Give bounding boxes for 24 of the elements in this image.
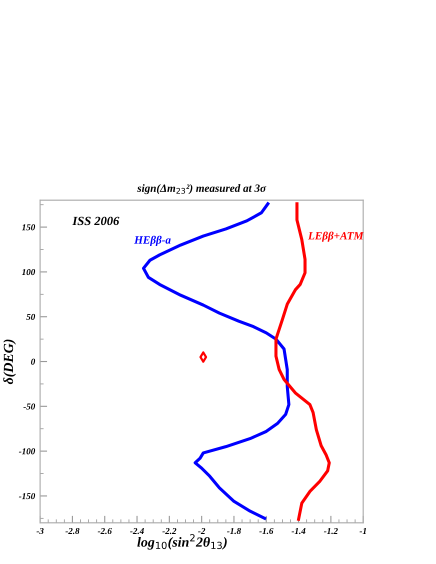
- y-tick-label: 0: [31, 358, 36, 365]
- x-tick-label: -1: [360, 528, 366, 534]
- x-tick-label: -2: [198, 528, 206, 534]
- x-tick-label: -1.6: [259, 528, 274, 534]
- y-tick-label: -50: [23, 403, 36, 410]
- x-tick-label: -3: [36, 528, 44, 534]
- chart-title: sign(Δm$_{23}$²) measured at 3σ: [137, 184, 266, 194]
- x-axis-title: log$_{10}$(sin$^{2}$2θ$_{13}$): [137, 534, 227, 550]
- annotation: ISS 2006: [72, 216, 120, 226]
- x-tick-label: -1.2: [324, 528, 338, 534]
- y-tick-label: -150: [18, 493, 36, 500]
- x-tick-label: -1.4: [292, 528, 306, 534]
- x-tick-label: -2.2: [162, 528, 176, 534]
- series-label: LEββ+ATM: [308, 232, 364, 242]
- y-tick-label: -100: [18, 448, 36, 454]
- y-axis-title: δ(DEG): [3, 340, 16, 384]
- x-tick-label: -2.6: [98, 528, 112, 534]
- x-tick-label: -1.8: [227, 528, 241, 534]
- x-tick-label: -2.8: [65, 528, 80, 534]
- series-label: HEββ-a: [134, 236, 171, 246]
- y-tick-label: 100: [22, 269, 36, 276]
- x-tick-label: -2.4: [130, 528, 144, 534]
- y-tick-label: 150: [22, 224, 36, 230]
- y-tick-label: 50: [26, 314, 36, 320]
